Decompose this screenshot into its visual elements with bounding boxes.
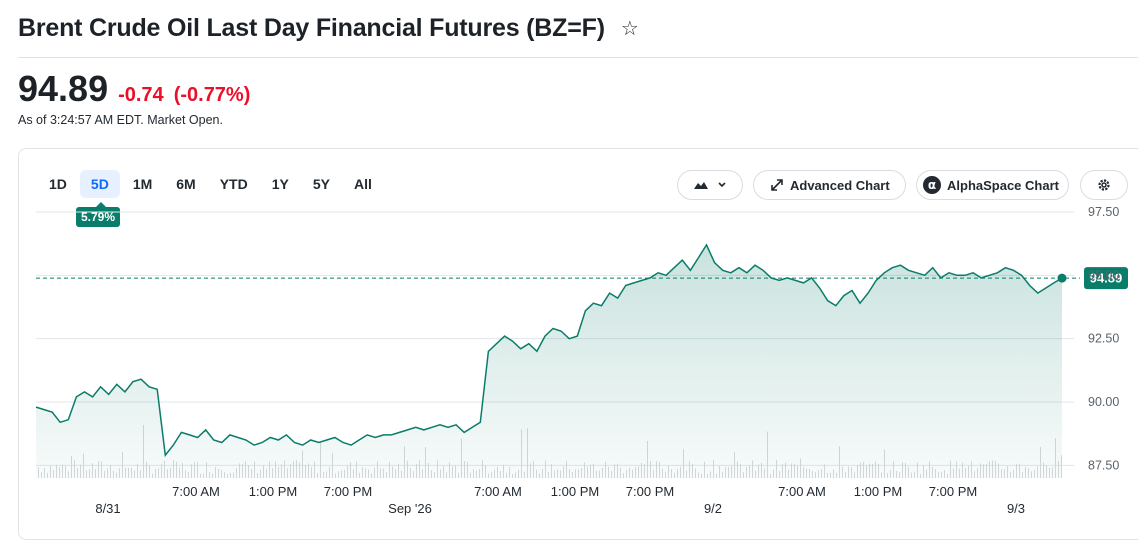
last-price-dot <box>1057 273 1067 283</box>
range-tab-5y[interactable]: 5Y <box>312 176 330 192</box>
price-area-fill <box>36 244 1062 478</box>
svg-text:α: α <box>928 178 936 192</box>
chart-settings-button[interactable] <box>1080 170 1128 200</box>
x-tick-label: 7:00 AM <box>172 484 220 499</box>
x-tick-label: 8/31 <box>95 501 120 516</box>
expand-arrows-icon <box>771 179 783 191</box>
chart-type-button[interactable] <box>677 170 743 200</box>
x-tick-label: 7:00 PM <box>626 484 674 499</box>
divider <box>18 57 1138 58</box>
last-price-badge: 94.89 <box>1084 267 1128 290</box>
mountain-chart-icon <box>694 182 708 189</box>
y-tick-label: 95.00 <box>1088 268 1119 282</box>
price-change-percent: (-0.77%) <box>173 84 251 106</box>
alphaspace-chart-label: AlphaSpace Chart <box>947 177 1059 193</box>
x-tick-label: 1:00 PM <box>249 484 297 499</box>
range-tab-1y[interactable]: 1Y <box>271 176 289 192</box>
price-chart[interactable]: 94.89 97.50 95.00 92.50 90.00 87.50 8/31 7:00… <box>0 0 1138 520</box>
x-tick-label: 7:00 AM <box>778 484 826 499</box>
range-tab-6m[interactable]: 6M <box>176 176 196 192</box>
star-icon[interactable]: ☆ <box>620 17 639 40</box>
range-tab-5d[interactable]: 5D <box>79 170 120 198</box>
y-tick-label: 87.50 <box>1088 458 1119 472</box>
x-tick-label: 9/3 <box>1007 501 1025 516</box>
range-tab-1d[interactable]: 1D <box>49 176 67 192</box>
price-line <box>35 243 1063 458</box>
alphaspace-logo-icon: α <box>923 176 941 194</box>
y-tick-label: 90.00 <box>1088 395 1119 409</box>
x-tick-label: 1:00 PM <box>854 484 902 499</box>
range-tab-ytd[interactable]: YTD <box>219 176 248 192</box>
last-price-label: 94.89 <box>1090 271 1123 286</box>
range-tab-1m[interactable]: 1M <box>132 176 153 192</box>
title-row: Brent Crude Oil Last Day Financial Futur… <box>18 10 639 46</box>
x-tick-label: 7:00 PM <box>929 484 977 499</box>
price-change: -0.74 <box>118 84 164 106</box>
page-title: Brent Crude Oil Last Day Financial Futur… <box>18 13 605 42</box>
x-tick-label: Sep '26 <box>388 501 432 516</box>
chevron-down-icon <box>718 182 726 188</box>
y-tick-label: 97.50 <box>1088 205 1119 219</box>
price-row: 94.89 -0.74 (-0.77%) <box>18 68 250 110</box>
y-tick-label: 92.50 <box>1088 332 1119 346</box>
advanced-chart-label: Advanced Chart <box>790 177 890 193</box>
x-tick-label: 7:00 PM <box>324 484 372 499</box>
x-tick-label: 7:00 AM <box>474 484 522 499</box>
range-tab-all[interactable]: All <box>353 176 372 192</box>
alphaspace-chart-button[interactable]: α AlphaSpace Chart <box>916 170 1069 200</box>
x-tick-label: 9/2 <box>704 501 722 516</box>
x-tick-label: 1:00 PM <box>551 484 599 499</box>
as-of-text: As of 3:24:57 AM EDT. Market Open. <box>18 113 223 127</box>
gear-icon <box>1098 179 1110 191</box>
range-tabs: 1D 5D 1M 6M YTD 1Y 5Y All <box>38 170 385 198</box>
current-price: 94.89 <box>18 68 109 109</box>
advanced-chart-button[interactable]: Advanced Chart <box>753 170 906 200</box>
